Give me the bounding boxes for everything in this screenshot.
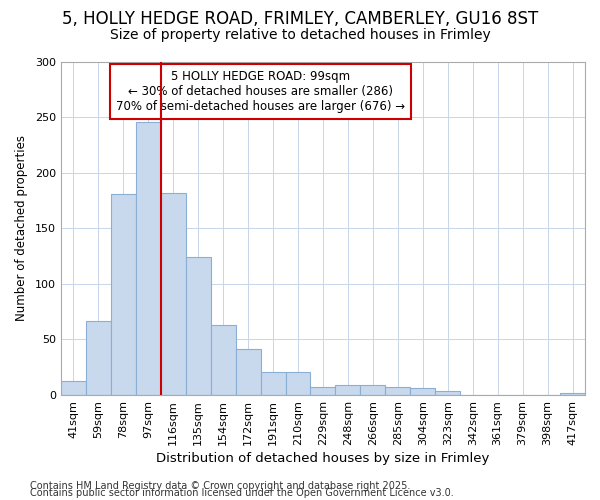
Bar — [236, 350, 260, 395]
Bar — [385, 388, 410, 395]
X-axis label: Distribution of detached houses by size in Frimley: Distribution of detached houses by size … — [156, 452, 490, 465]
Bar — [161, 192, 186, 395]
Text: 5, HOLLY HEDGE ROAD, FRIMLEY, CAMBERLEY, GU16 8ST: 5, HOLLY HEDGE ROAD, FRIMLEY, CAMBERLEY,… — [62, 10, 538, 28]
Bar — [186, 257, 211, 395]
Bar — [111, 194, 136, 395]
Bar — [61, 380, 86, 395]
Bar — [136, 122, 161, 395]
Bar — [310, 388, 335, 395]
Bar — [335, 385, 361, 395]
Text: Contains HM Land Registry data © Crown copyright and database right 2025.: Contains HM Land Registry data © Crown c… — [30, 481, 410, 491]
Bar — [86, 320, 111, 395]
Bar — [435, 390, 460, 395]
Text: Contains public sector information licensed under the Open Government Licence v3: Contains public sector information licen… — [30, 488, 454, 498]
Bar — [410, 388, 435, 395]
Bar — [286, 372, 310, 395]
Bar — [211, 325, 236, 395]
Bar — [361, 385, 385, 395]
Bar — [260, 372, 286, 395]
Bar — [560, 393, 585, 395]
Text: Size of property relative to detached houses in Frimley: Size of property relative to detached ho… — [110, 28, 490, 42]
Text: 5 HOLLY HEDGE ROAD: 99sqm
← 30% of detached houses are smaller (286)
70% of semi: 5 HOLLY HEDGE ROAD: 99sqm ← 30% of detac… — [116, 70, 404, 113]
Y-axis label: Number of detached properties: Number of detached properties — [15, 136, 28, 322]
